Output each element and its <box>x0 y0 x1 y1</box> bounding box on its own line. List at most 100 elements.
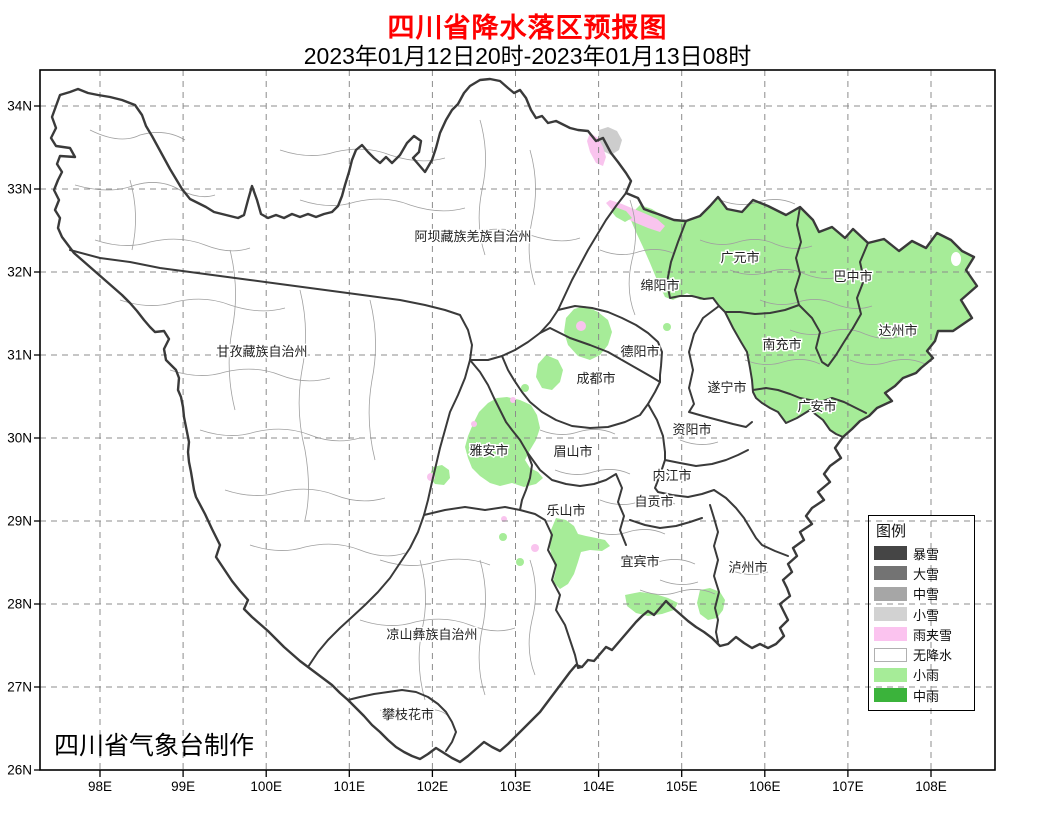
lat-tick-label: 34N <box>7 99 32 114</box>
legend-item: 中雪 <box>874 584 952 604</box>
legend-label: 无降水 <box>913 648 953 664</box>
precipitation-areas <box>427 127 977 620</box>
lon-tick-label: 107E <box>832 779 864 794</box>
legend: 图例 暴雪大雪中雪小雪雨夹雪无降水小雨中雨 <box>868 515 975 711</box>
legend-title: 图例 <box>876 523 907 540</box>
map-label: 广安市 <box>797 399 836 414</box>
sleet-dot-2 <box>510 397 516 403</box>
legend-label: 中雪 <box>913 587 940 603</box>
lon-tick-label: 106E <box>749 779 781 794</box>
lon-tick-label: 98E <box>88 779 112 794</box>
map-frame <box>39 69 996 771</box>
map-label: 南充市 <box>762 337 801 352</box>
legend-swatch <box>874 667 907 682</box>
legend-item: 雨夹雪 <box>874 624 952 644</box>
map-label: 巴中市 <box>833 269 872 284</box>
rain-dot-1 <box>521 384 529 392</box>
rain-area-north-small <box>611 207 632 222</box>
legend-item: 大雪 <box>874 563 952 583</box>
sleet-dot-5 <box>531 544 539 552</box>
map-label: 成都市 <box>576 371 615 386</box>
lon-tick-label: 104E <box>583 779 615 794</box>
map-label: 阿坝藏族羌族自治州 <box>414 229 531 244</box>
graticule <box>40 70 995 770</box>
legend-swatch <box>874 586 907 601</box>
legend-swatch <box>874 607 907 622</box>
map-label: 自贡市 <box>634 494 673 509</box>
map-label: 凉山彝族自治州 <box>386 627 477 642</box>
province-boundary <box>49 77 979 764</box>
lat-tick-label: 28N <box>7 597 32 612</box>
legend-swatch <box>874 546 907 561</box>
lon-tick-label: 100E <box>250 779 282 794</box>
legend-item: 中雨 <box>874 685 952 705</box>
page-subtitle: 2023年01月12日20时-2023年01月13日08时 <box>303 43 752 69</box>
map-label: 宜宾市 <box>620 554 659 569</box>
sleet-dot-1 <box>576 321 586 331</box>
legend-swatch <box>874 566 907 581</box>
rain-dot-3 <box>499 533 507 541</box>
rain-area-chengdu-west <box>536 355 563 390</box>
map-label: 内江市 <box>652 468 691 483</box>
map-label: 绵阳市 <box>640 278 679 293</box>
map-label: 遂宁市 <box>707 380 746 395</box>
page-title: 四川省降水落区预报图 <box>387 13 668 43</box>
lat-tick-label: 33N <box>7 182 32 197</box>
legend-label: 中雨 <box>913 688 940 704</box>
legend-label: 雨夹雪 <box>913 627 953 643</box>
county-boundaries <box>74 119 926 717</box>
lon-tick-label: 103E <box>500 779 532 794</box>
map-label: 泸州市 <box>728 560 767 575</box>
credit-text: 四川省气象台制作 <box>54 732 255 760</box>
map-label: 乐山市 <box>546 503 585 518</box>
sleet-area-north-2 <box>606 200 665 232</box>
lon-tick-label: 105E <box>666 779 698 794</box>
lon-tick-label: 108E <box>915 779 947 794</box>
prefecture-boundaries <box>69 192 869 752</box>
legend-label: 小雪 <box>913 607 940 623</box>
rain-area-deyang-west <box>564 306 612 360</box>
lon-tick-label: 101E <box>334 779 366 794</box>
legend-swatch <box>874 627 907 642</box>
legend-label: 暴雪 <box>913 546 940 562</box>
rain-area-yibin <box>625 592 678 616</box>
legend-item: 小雪 <box>874 604 952 624</box>
no-rain-notch <box>951 252 961 266</box>
legend-label: 大雪 <box>913 566 940 582</box>
map-label: 德阳市 <box>620 344 659 359</box>
lat-tick-label: 29N <box>7 514 32 529</box>
map-label: 广元市 <box>720 250 759 265</box>
legend-label: 小雨 <box>913 668 940 684</box>
lon-tick-label: 99E <box>171 779 195 794</box>
lat-tick-label: 31N <box>7 348 32 363</box>
lat-tick-label: 30N <box>7 431 32 446</box>
rain-area-yaan <box>465 397 543 487</box>
map-label: 甘孜藏族自治州 <box>216 344 307 359</box>
lat-tick-label: 32N <box>7 265 32 280</box>
lat-tick-label: 27N <box>7 680 32 695</box>
rain-dot-4 <box>516 558 524 566</box>
rain-area-northeast <box>630 197 977 437</box>
axis: 98E 99E 100E 101E 102E 103E 104E 105E 106E 107E 10… <box>7 99 947 795</box>
rain-dot-2 <box>663 323 671 331</box>
legend-item: 小雨 <box>874 665 952 685</box>
snow-area-north <box>598 127 622 155</box>
sleet-area-north-1 <box>587 133 606 166</box>
lat-tick-label: 26N <box>7 763 32 778</box>
lon-tick-label: 102E <box>417 779 449 794</box>
legend-item: 无降水 <box>874 644 952 664</box>
map-label: 攀枝花市 <box>382 707 434 722</box>
map-label: 资阳市 <box>672 422 711 437</box>
legend-items: 暴雪大雪中雪小雪雨夹雪无降水小雨中雨 <box>874 543 952 705</box>
map-label: 雅安市 <box>469 443 508 458</box>
rain-area-leshan <box>549 518 610 589</box>
sleet-dot-3 <box>471 421 477 427</box>
legend-item: 暴雪 <box>874 543 952 563</box>
legend-swatch <box>874 647 907 662</box>
map-label: 达州市 <box>878 323 917 338</box>
map-label: 眉山市 <box>553 444 592 459</box>
legend-swatch <box>874 688 907 703</box>
